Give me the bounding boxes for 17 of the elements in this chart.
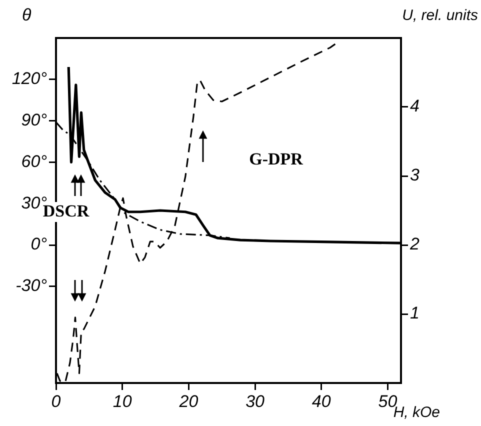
y2-tick-label: 2 xyxy=(409,234,420,254)
y-axis-title: θ xyxy=(22,6,32,25)
annotation: G-DPR xyxy=(249,149,304,168)
x-tick-label: 40 xyxy=(312,392,332,411)
x-tick-label: 10 xyxy=(112,392,132,411)
y-tick-label: 90° xyxy=(21,110,48,130)
y2-tick-label: 1 xyxy=(410,304,420,323)
y2-tick-label: 4 xyxy=(410,96,420,116)
y-tick-label: 60° xyxy=(21,152,48,171)
x-tick-label: 0 xyxy=(51,392,62,411)
y-tick-label: 0° xyxy=(30,234,48,254)
x-tick-label: 30 xyxy=(246,392,266,411)
y-tick-label: -30° xyxy=(16,276,48,296)
y2-axis-title: U, rel. units xyxy=(402,7,478,24)
y-tick-label: 120° xyxy=(12,69,48,88)
y2-tick-label: 3 xyxy=(410,166,420,185)
x-tick-label: 20 xyxy=(178,392,199,411)
